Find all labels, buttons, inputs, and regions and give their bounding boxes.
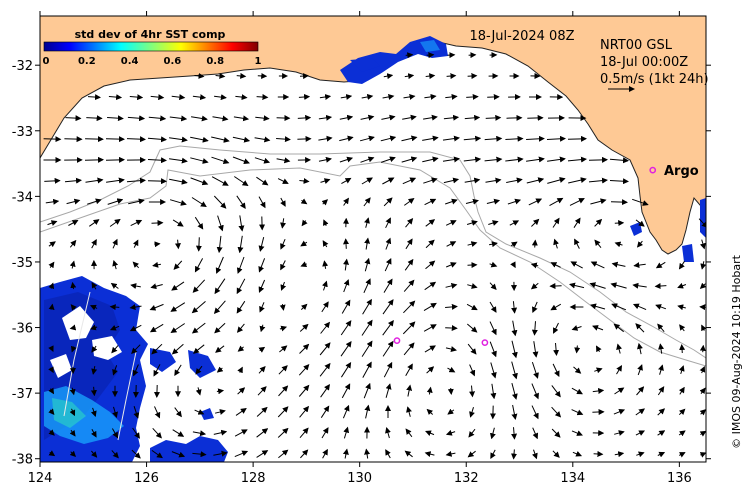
current-arrow (300, 76, 308, 77)
current-arrow (468, 76, 477, 77)
colorbar-tick-label: 0 (43, 56, 50, 67)
current-arrow (152, 223, 163, 224)
current-arrow (148, 181, 166, 182)
colorbar-tick-label: 0.4 (121, 56, 139, 67)
colorbar-tick-label: 0.6 (164, 56, 182, 67)
current-arrow (703, 346, 704, 352)
current-arrow (85, 160, 103, 161)
y-tick-label: -37 (12, 387, 33, 402)
current-arrow (682, 345, 683, 353)
current-arrow (568, 139, 586, 140)
current-arrow (611, 202, 627, 203)
y-tick-label: -32 (12, 59, 33, 74)
x-tick-label: 136 (667, 471, 692, 486)
current-arrow (535, 241, 536, 248)
colorbar-tick-label: 0.8 (206, 56, 224, 67)
x-tick-label: 134 (560, 471, 585, 486)
y-tick-label: -36 (12, 322, 33, 337)
scale-label: 0.5m/s (1kt 24h) (600, 72, 709, 87)
current-arrow (106, 160, 124, 161)
y-tick-label: -38 (12, 453, 33, 468)
x-tick-label: 124 (28, 471, 53, 486)
colorbar-gradient (44, 42, 258, 51)
current-arrow (451, 388, 452, 394)
colorbar-tick-label: 1 (255, 56, 262, 67)
current-arrow (154, 244, 159, 245)
date-label: 18-Jul-2024 08Z (470, 29, 575, 44)
x-tick-label: 132 (454, 471, 479, 486)
y-tick-label: -34 (12, 190, 33, 205)
product-label: NRT00 GSL (600, 38, 673, 53)
current-arrow (64, 139, 81, 140)
current-arrow (44, 139, 61, 140)
x-tick-label: 126 (134, 471, 159, 486)
current-arrow (589, 160, 607, 161)
y-tick-label: -33 (12, 125, 33, 140)
current-arrow (297, 139, 310, 140)
colorbar-tick-label: 0.2 (78, 56, 96, 67)
x-tick-label: 130 (347, 471, 372, 486)
product-time: 18-Jul 00:00Z (600, 55, 688, 70)
current-arrow (594, 454, 603, 455)
current-arrow (346, 239, 347, 249)
current-arrow (445, 328, 457, 329)
y-tick-label: -35 (12, 256, 33, 271)
credit-label: © IMOS 09-Aug-2024 10:19 Hobart (730, 254, 743, 448)
x-tick-label: 128 (241, 471, 266, 486)
colorbar-title: std dev of 4hr SST comp (75, 28, 226, 41)
current-arrow (199, 237, 200, 250)
argo-label: Argo (664, 164, 699, 179)
current-arrow (427, 55, 434, 56)
